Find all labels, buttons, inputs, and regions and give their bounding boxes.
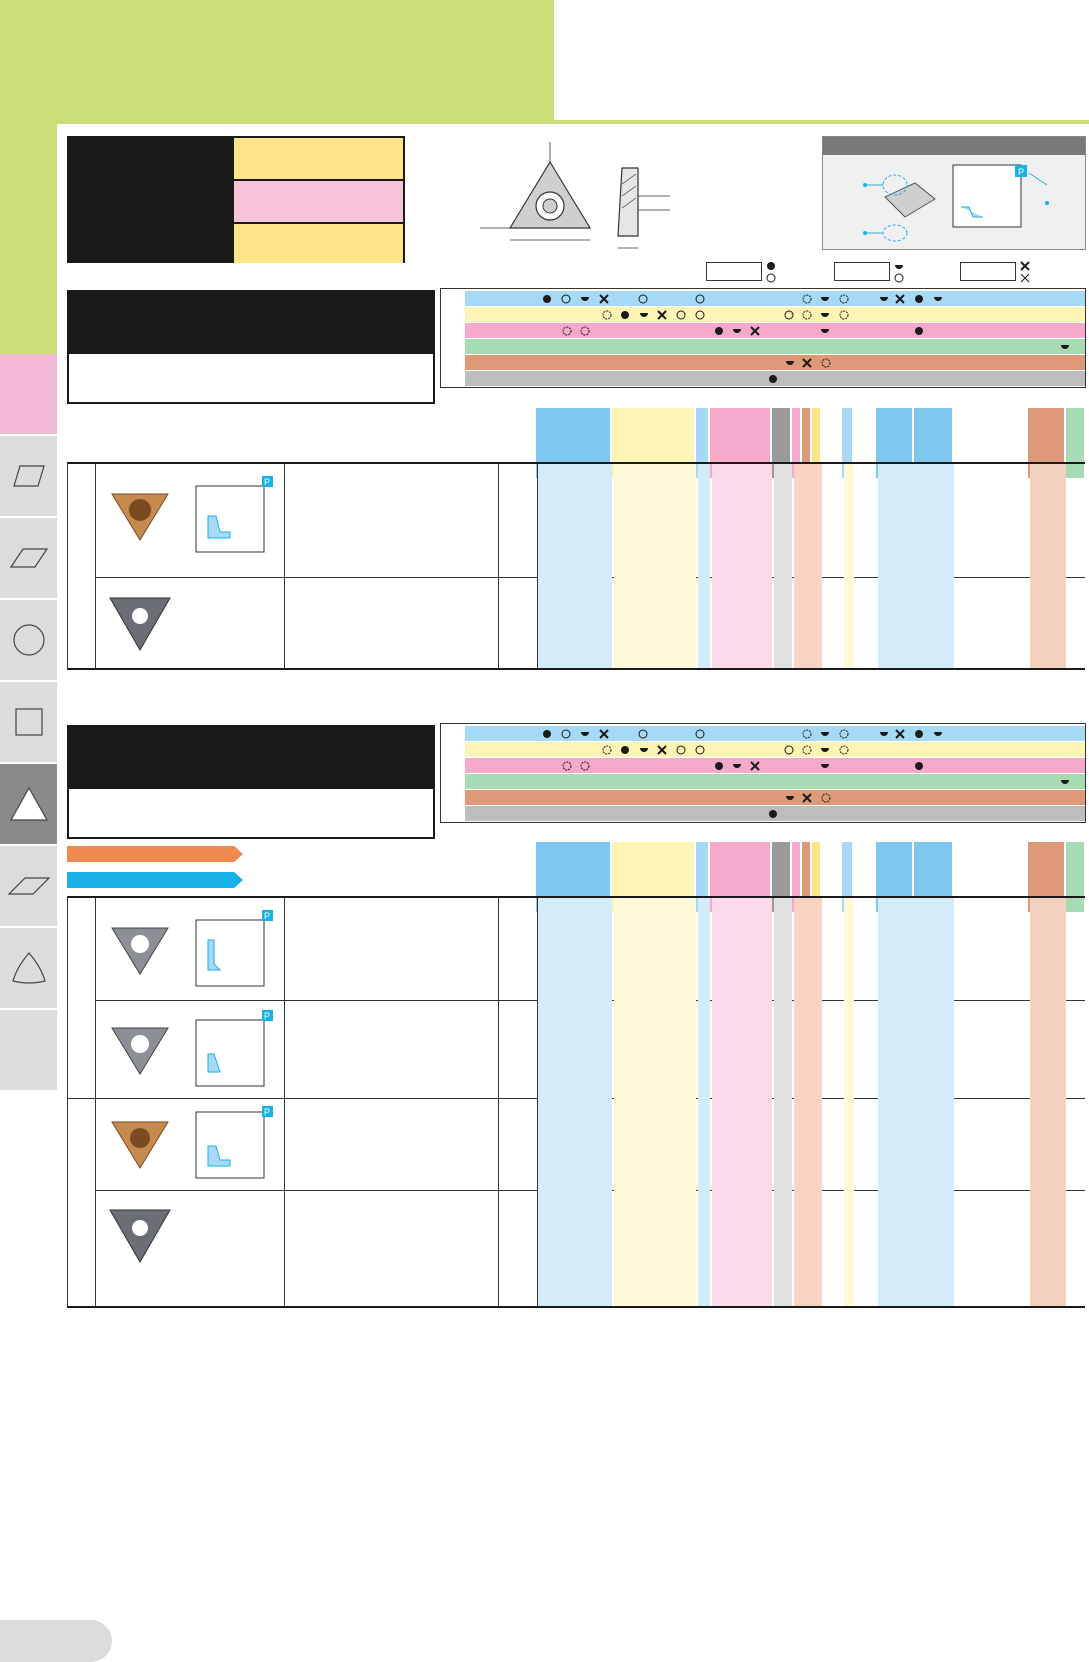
tab-round[interactable]: [0, 600, 57, 682]
legend-marks-2: [894, 265, 904, 283]
trigon-icon: [11, 952, 46, 984]
insert-image-row-5: P: [111, 1106, 273, 1179]
section-1-application-chart: [440, 288, 1086, 388]
legend-marks-1: [766, 262, 776, 283]
legend-box-2: [834, 262, 890, 281]
section-2-title-block: [67, 725, 435, 839]
rhombus-80-icon: [12, 465, 45, 487]
section-1-title-bar: [69, 292, 433, 354]
reference-panel: P: [822, 136, 1086, 250]
shape-tabs: [0, 354, 57, 1134]
band-green: [465, 339, 1085, 354]
insert-geometry-diagram: [480, 142, 670, 249]
tab-trigon[interactable]: [0, 928, 57, 1010]
svg-text:P: P: [1018, 167, 1024, 177]
open-circle-icon: [766, 273, 776, 283]
section-1-symbol-marks: [543, 294, 1069, 383]
svg-text:P: P: [264, 477, 270, 487]
cross-icon: [1020, 261, 1030, 271]
section-2-title-bar: [69, 727, 433, 789]
insert-image-row-4: P: [111, 1010, 273, 1087]
page-number-pill: [0, 1620, 112, 1662]
grade-legend-label: [67, 136, 234, 263]
open-cross-icon: [1020, 273, 1030, 283]
circle-icon: [12, 624, 45, 656]
reference-illustration: P: [863, 164, 1049, 242]
square-icon: [14, 708, 43, 736]
section-2-table: P P P: [67, 896, 1085, 1308]
tab-square[interactable]: [0, 682, 57, 764]
section-1-table: P: [67, 462, 1085, 670]
half-circle-icon: [895, 265, 903, 269]
svg-text:P: P: [264, 1011, 270, 1021]
tab-rhombus-80[interactable]: [0, 436, 57, 518]
legend-box-1: [706, 262, 762, 281]
open-half-circle-icon: [894, 273, 904, 283]
band-brown: [465, 355, 1085, 370]
section-1-grade-columns: [538, 464, 1066, 668]
svg-text:P: P: [264, 1107, 270, 1117]
band-yellow: [465, 307, 1085, 322]
reference-panel-header: [823, 137, 1085, 155]
band-blue: [465, 291, 1085, 306]
legend-box-3: [960, 262, 1016, 281]
tab-category[interactable]: [0, 354, 57, 436]
svg-text:P: P: [264, 911, 270, 921]
tab-rhombus-55[interactable]: [0, 518, 57, 600]
band-pink: [465, 323, 1085, 338]
section-2-grade-columns: [538, 898, 1066, 1306]
rhombus-55-icon: [9, 548, 48, 568]
section-1-title-block: [67, 290, 435, 404]
tag-blue[interactable]: [67, 872, 243, 888]
triangle-icon: [9, 786, 48, 821]
header-rule: [554, 120, 1089, 124]
tab-blank[interactable]: [0, 1010, 57, 1092]
section-2-application-chart: [440, 723, 1086, 823]
swatch-yellow: [234, 138, 403, 181]
insert-image-row-3: P: [111, 910, 273, 987]
swatch-pink: [234, 181, 403, 224]
insert-image-row-2: [109, 597, 171, 652]
insert-image-row-6: [109, 1209, 171, 1264]
legend-marks-3: [1020, 261, 1030, 283]
filled-circle-icon: [767, 262, 775, 270]
tab-triangle[interactable]: [0, 764, 57, 846]
tag-orange[interactable]: [67, 846, 243, 862]
swatch-yellow-2: [234, 224, 403, 263]
header-banner: [0, 0, 554, 124]
tab-rhombus-35[interactable]: [0, 846, 57, 928]
rhombus-35-icon: [7, 877, 50, 895]
side-banner: [0, 124, 57, 354]
grade-legend-swatches: [234, 136, 405, 263]
insert-image-row-1: P: [111, 476, 273, 553]
section-2-symbol-marks: [543, 729, 1069, 818]
